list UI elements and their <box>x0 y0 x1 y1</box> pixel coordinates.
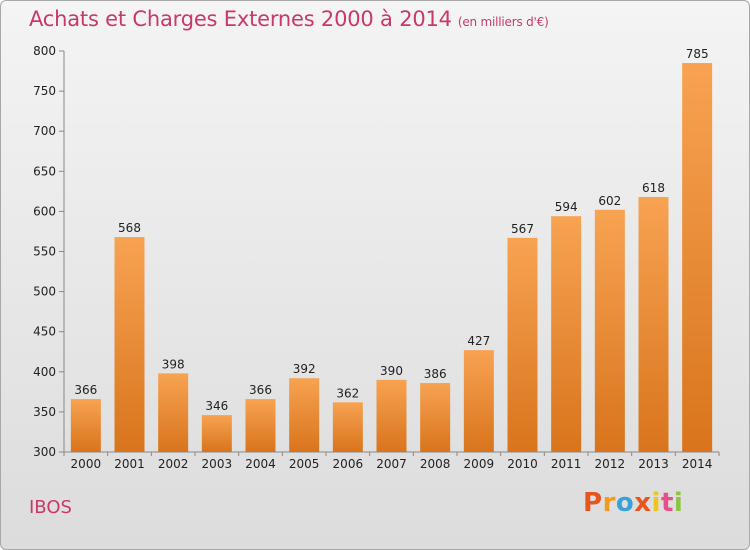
bar-2014[interactable] <box>682 63 713 452</box>
chart-title-text: Achats et Charges Externes 2000 à 2014 <box>29 7 452 31</box>
x-tick-label-2007: 2007 <box>376 457 407 471</box>
value-label-2012: 602 <box>598 194 621 208</box>
bar-2002[interactable] <box>158 373 189 452</box>
logo-letter: t <box>660 488 674 518</box>
y-tick-label: 750 <box>33 84 56 98</box>
x-tick-label-2000: 2000 <box>71 457 102 471</box>
x-tick-label-2006: 2006 <box>333 457 364 471</box>
value-label-2003: 346 <box>205 399 228 413</box>
chart-axes: 300 350 400 450 500 550 600 650 700 750 800 2000 200… <box>33 44 720 471</box>
value-label-2005: 392 <box>293 362 316 376</box>
x-tick-label-2014: 2014 <box>682 457 713 471</box>
bar-2012[interactable] <box>594 209 625 452</box>
value-label-2000: 366 <box>74 383 97 397</box>
y-tick-label: 600 <box>33 204 56 218</box>
y-tick-label: 350 <box>33 405 56 419</box>
y-tick-label: 550 <box>33 245 56 259</box>
commune-name: IBOS <box>29 497 72 518</box>
y-tick-label: 300 <box>33 445 56 459</box>
x-tick-label-2003: 2003 <box>202 457 233 471</box>
x-tick-label-2011: 2011 <box>551 457 582 471</box>
value-label-2011: 594 <box>555 200 578 214</box>
bar-2006[interactable] <box>332 402 363 452</box>
logo-letter: o <box>615 488 635 518</box>
bar-2003[interactable] <box>201 415 232 452</box>
proxiti-logo[interactable]: Proxiti <box>583 488 683 518</box>
bar-2013[interactable] <box>638 196 669 452</box>
value-label-2001: 568 <box>118 221 141 235</box>
chart-value-labels: 366 568 398 346 366 392 362 390 386 427 567 594 602 6… <box>74 47 708 413</box>
value-label-2004: 366 <box>249 383 272 397</box>
chart-bars <box>70 63 713 452</box>
x-tick-label-2005: 2005 <box>289 457 320 471</box>
logo-letter: i <box>673 488 684 518</box>
x-tick-label-2013: 2013 <box>638 457 669 471</box>
value-label-2008: 386 <box>424 367 447 381</box>
bar-2001[interactable] <box>114 237 145 452</box>
y-tick-label: 800 <box>33 44 56 58</box>
y-tick-label: 400 <box>33 365 56 379</box>
x-tick-label-2012: 2012 <box>595 457 626 471</box>
x-tick-label-2008: 2008 <box>420 457 451 471</box>
x-tick-label-2009: 2009 <box>464 457 495 471</box>
y-tick-label: 700 <box>33 124 56 138</box>
y-tick-label: 450 <box>33 325 56 339</box>
value-label-2009: 427 <box>467 334 490 348</box>
chart-subtitle: (en milliers d'€) <box>457 15 549 29</box>
logo-letter: i <box>651 488 661 518</box>
value-label-2014: 785 <box>686 47 709 61</box>
logo-letter: P <box>583 488 603 518</box>
logo-letter: x <box>634 488 652 518</box>
bar-2008[interactable] <box>420 383 451 452</box>
x-tick-label-2002: 2002 <box>158 457 189 471</box>
bar-2010[interactable] <box>507 237 538 452</box>
x-tick-label-2004: 2004 <box>245 457 276 471</box>
y-tick-label: 500 <box>33 285 56 299</box>
bar-2009[interactable] <box>463 350 494 452</box>
bar-2004[interactable] <box>245 399 276 452</box>
bar-2000[interactable] <box>70 399 101 452</box>
bar-2007[interactable] <box>376 379 407 452</box>
x-tick-label-2010: 2010 <box>507 457 538 471</box>
bar-2011[interactable] <box>551 216 582 452</box>
value-label-2006: 362 <box>336 386 359 400</box>
value-label-2007: 390 <box>380 364 403 378</box>
chart-title: Achats et Charges Externes 2000 à 2014 (e… <box>29 7 549 31</box>
value-label-2013: 618 <box>642 181 665 195</box>
y-tick-label: 650 <box>33 164 56 178</box>
logo-letter: r <box>602 488 616 518</box>
value-label-2002: 398 <box>162 357 185 371</box>
value-label-2010: 567 <box>511 222 534 236</box>
bar-2005[interactable] <box>289 378 320 452</box>
x-tick-label-2001: 2001 <box>114 457 145 471</box>
